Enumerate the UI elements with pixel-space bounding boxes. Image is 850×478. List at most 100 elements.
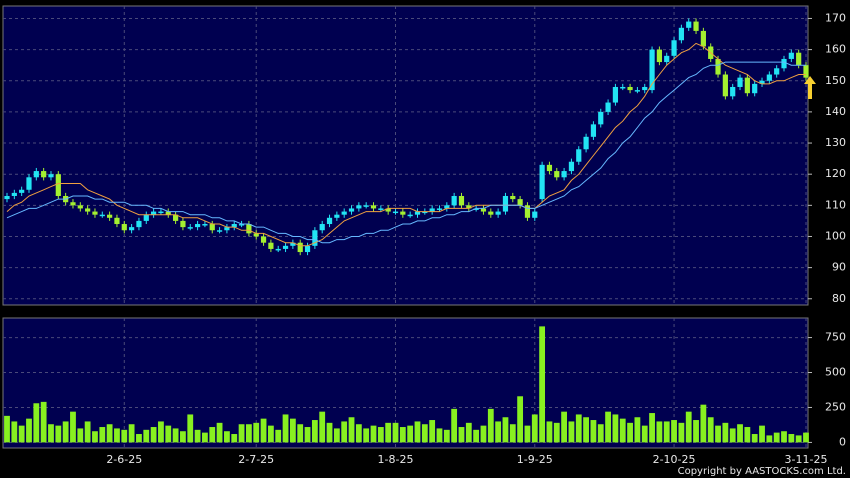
candle-body <box>55 174 61 196</box>
candle-body <box>744 77 750 94</box>
volume-bar <box>678 422 685 443</box>
candle-body <box>356 205 362 209</box>
candle-body <box>348 208 355 212</box>
volume-bar <box>4 415 10 443</box>
volume-bar <box>260 418 267 443</box>
volume-bar <box>524 425 531 443</box>
volume-bar <box>245 424 252 443</box>
volume-bar <box>106 424 113 443</box>
candle-body <box>231 224 237 228</box>
candle-body <box>414 211 421 215</box>
volume-bar <box>663 421 670 443</box>
candle-body <box>11 192 17 196</box>
volume-bar <box>744 427 751 443</box>
candle-body <box>290 242 296 246</box>
volume-bar <box>781 431 787 443</box>
candle-body <box>554 171 560 178</box>
volume-bar <box>77 428 84 443</box>
volume-bar <box>700 404 707 443</box>
volume-bar <box>121 429 128 443</box>
candle-body <box>4 195 10 200</box>
volume-bar <box>715 425 721 443</box>
candle-body <box>121 224 127 231</box>
volume-bar <box>605 411 611 443</box>
volume-bar <box>114 428 120 443</box>
volume-bar <box>597 424 604 443</box>
candle-body <box>458 195 465 206</box>
volume-bar <box>495 421 502 443</box>
candle-body <box>678 27 684 41</box>
volume-bar <box>443 429 450 443</box>
candle-body <box>488 211 494 215</box>
candle-body <box>656 49 662 63</box>
volume-bar <box>575 414 582 443</box>
volume-bar <box>751 434 758 443</box>
candle-body <box>444 205 450 209</box>
candle-body <box>495 211 501 215</box>
volume-bar <box>421 424 428 443</box>
volume-bar <box>553 422 560 443</box>
candle-body <box>612 86 619 103</box>
candle-body <box>524 205 531 218</box>
candle-body <box>502 195 509 212</box>
candle-body <box>202 224 208 226</box>
candle-body <box>378 208 384 210</box>
volume-bar <box>685 411 692 443</box>
x-tick-label: 2-7-25 <box>238 453 274 466</box>
volume-bar <box>788 434 795 443</box>
candle-body <box>788 52 794 59</box>
y-tick-label: 100 <box>825 229 846 242</box>
volume-bar <box>282 414 289 443</box>
candle-body <box>693 21 699 31</box>
volume-bar <box>128 424 135 443</box>
candle-body <box>268 242 274 249</box>
volume-bar <box>737 424 743 443</box>
volume-bar <box>238 424 245 443</box>
volume-bar <box>363 428 370 443</box>
candle-body <box>730 86 736 97</box>
volume-bar <box>546 421 553 443</box>
y-tick-label: 90 <box>832 261 846 274</box>
candle-body <box>752 83 758 94</box>
moving-average-line <box>6 42 806 247</box>
y-tick-label: 500 <box>825 366 846 379</box>
candle-body <box>737 77 743 87</box>
volume-bar <box>84 421 91 443</box>
volume-bar <box>289 418 296 443</box>
candle-body <box>194 224 201 228</box>
volume-bar <box>392 422 399 443</box>
volume-bar <box>656 421 663 443</box>
candle-body <box>700 30 706 47</box>
candle-body <box>627 86 633 91</box>
volume-bar <box>583 417 589 443</box>
candle-body <box>33 171 39 178</box>
candle-body <box>99 214 105 217</box>
candle-body <box>129 227 135 231</box>
volume-bar <box>333 428 340 443</box>
candle-body <box>436 208 443 210</box>
volume-bar <box>165 425 172 443</box>
volume-bar <box>480 425 487 443</box>
x-tick-label: 2-10-25 <box>653 453 696 466</box>
candle-body <box>26 177 32 190</box>
volume-bar <box>803 432 809 443</box>
y-tick-label: 160 <box>825 43 846 56</box>
volume-bar <box>267 425 274 443</box>
candle-body <box>41 171 47 178</box>
candle-body <box>598 111 604 125</box>
volume-bar <box>414 421 421 443</box>
candle-body <box>114 217 120 225</box>
volume-bar <box>33 403 40 443</box>
volume-bar <box>729 428 736 443</box>
candle-body <box>781 58 787 69</box>
volume-bar <box>502 417 509 443</box>
candle-body <box>136 220 142 228</box>
y-tick-label: 130 <box>825 136 846 149</box>
y-tick-label: 750 <box>825 331 846 344</box>
candle-body <box>158 211 164 214</box>
volume-bar <box>385 422 392 443</box>
y-tick-label: 140 <box>825 105 846 118</box>
y-tick-label: 120 <box>825 167 846 180</box>
candle-body <box>561 171 567 178</box>
candle-body <box>143 214 149 221</box>
